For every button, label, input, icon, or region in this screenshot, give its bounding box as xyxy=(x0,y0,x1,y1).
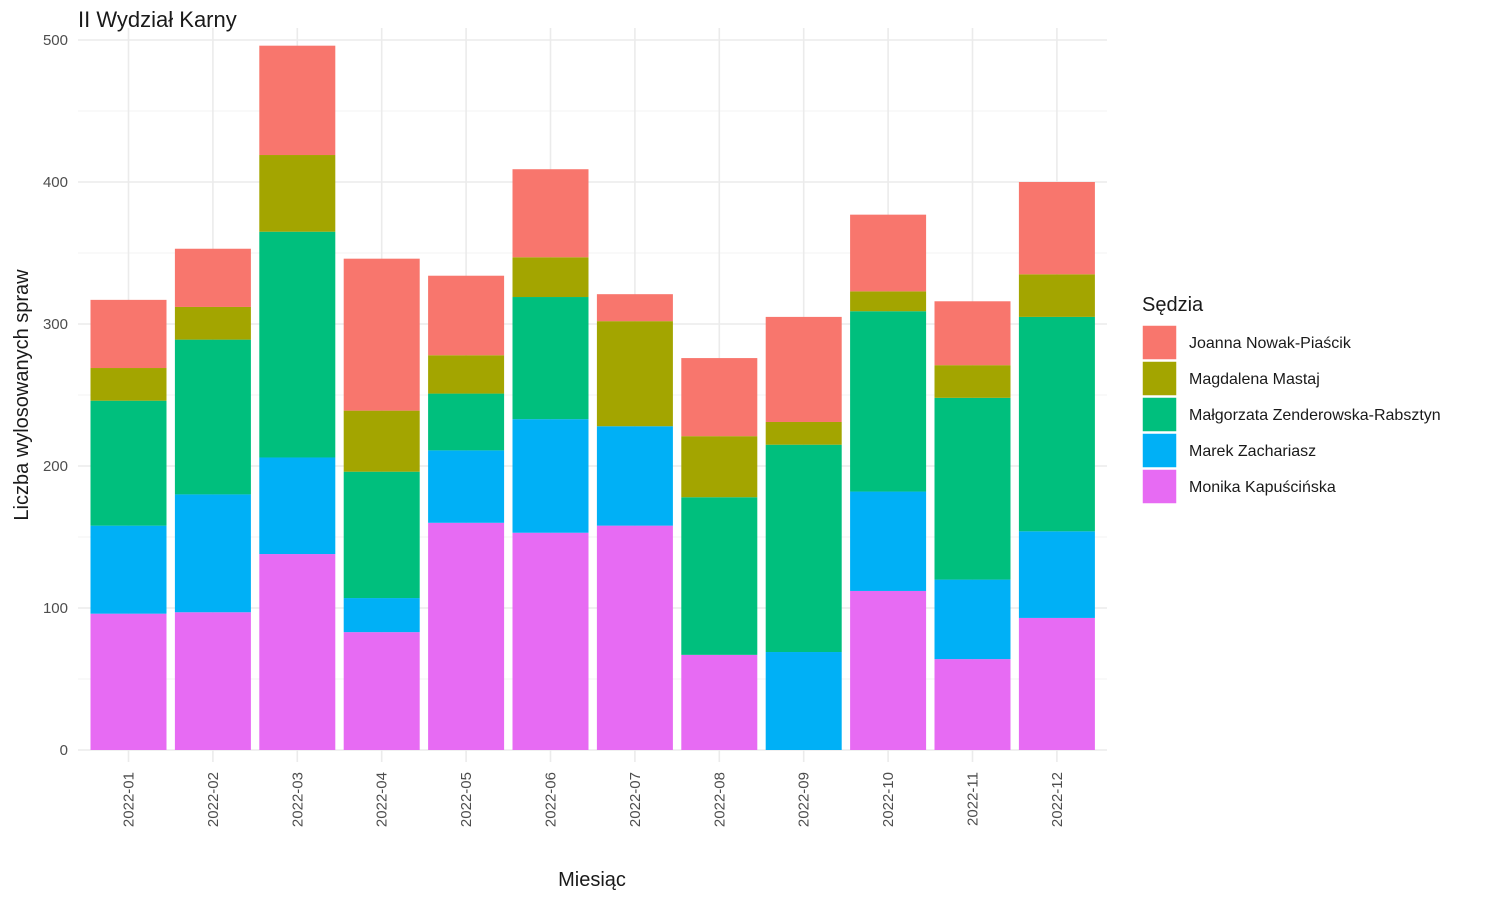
bar-segment xyxy=(850,291,927,312)
y-tick-label: 0 xyxy=(60,742,68,759)
bar-segment xyxy=(1018,182,1095,275)
bar-segment xyxy=(428,393,505,451)
y-tick-label: 400 xyxy=(43,174,68,191)
bar-segment xyxy=(259,554,336,750)
bar-segment xyxy=(174,248,251,307)
y-tick-label: 500 xyxy=(43,32,68,49)
bar-segment xyxy=(765,652,842,750)
bar-segment xyxy=(934,397,1011,580)
legend-key xyxy=(1141,360,1178,397)
legend-key xyxy=(1141,396,1178,433)
x-axis-ticks: 2022-01 2022-02 2022-03 2022-04 2022-05 2022-… xyxy=(121,772,1066,827)
bar-segment xyxy=(343,598,420,633)
y-tick-label: 100 xyxy=(43,600,68,617)
bar-segment xyxy=(850,491,927,591)
legend-label: Magdalena Mastaj xyxy=(1189,371,1320,388)
legend-key xyxy=(1141,324,1178,361)
bar-segment xyxy=(512,297,589,420)
x-tick-label: 2022-01 xyxy=(121,772,138,827)
bar-segment xyxy=(850,214,927,292)
bar-segment xyxy=(596,294,673,322)
bar-segment xyxy=(259,457,336,555)
x-tick-label: 2022-10 xyxy=(880,772,897,827)
bar-segment xyxy=(512,169,589,258)
bar-segment xyxy=(596,525,673,750)
x-tick-label: 2022-07 xyxy=(627,772,644,827)
bar-segment xyxy=(90,299,167,369)
x-tick-label: 2022-05 xyxy=(458,772,475,827)
x-tick-label: 2022-12 xyxy=(1049,772,1066,827)
y-tick-label: 300 xyxy=(43,316,68,333)
x-tick-label: 2022-03 xyxy=(289,772,306,827)
bar-segment xyxy=(681,436,758,498)
bar-segment xyxy=(596,426,673,526)
bar-segment xyxy=(428,275,505,356)
bar-segment xyxy=(343,632,420,750)
chart-title: II Wydział Karny xyxy=(78,7,237,32)
x-tick-label: 2022-08 xyxy=(711,772,728,827)
bar-segment xyxy=(428,522,505,750)
legend-title: Sędzia xyxy=(1142,294,1204,316)
bar-segment xyxy=(934,659,1011,750)
bar-segment xyxy=(1018,316,1095,532)
bar-segment xyxy=(512,419,589,533)
bar-segment xyxy=(934,579,1011,660)
legend-label: Małgorzata Zenderowska-Rabsztyn xyxy=(1189,407,1441,424)
bar-segment xyxy=(681,358,758,437)
bar-segment xyxy=(934,301,1011,366)
bar-segment xyxy=(428,450,505,523)
bar-segment xyxy=(428,355,505,394)
bar-segment xyxy=(90,368,167,401)
bar-segment xyxy=(850,311,927,492)
legend-label: Joanna Nowak-Piaścik xyxy=(1189,335,1352,352)
bar-segment xyxy=(90,400,167,526)
bar-segment xyxy=(681,654,758,750)
bar-segment xyxy=(596,321,673,427)
bar-segment xyxy=(174,306,251,340)
bar-segment xyxy=(681,497,758,655)
x-tick-label: 2022-02 xyxy=(205,772,222,827)
y-tick-label: 200 xyxy=(43,458,68,475)
bar-segment xyxy=(765,316,842,422)
bar-segment xyxy=(343,410,420,472)
bar-segment xyxy=(174,494,251,613)
bar-segment xyxy=(765,444,842,653)
bar-segment xyxy=(1018,274,1095,317)
x-tick-label: 2022-11 xyxy=(965,772,982,826)
bar-segment xyxy=(343,471,420,599)
legend-label: Monika Kapuścińska xyxy=(1189,479,1336,496)
bar-segment xyxy=(850,590,927,750)
x-tick-label: 2022-06 xyxy=(543,772,560,827)
bar-segment xyxy=(512,532,589,750)
bar-segment xyxy=(174,612,251,750)
bar-segment xyxy=(343,258,420,411)
bar-segment xyxy=(90,613,167,750)
bar-segment xyxy=(1018,531,1095,618)
y-axis-title: Liczba wylosowanych spraw xyxy=(11,269,33,521)
bar-segment xyxy=(259,45,336,156)
legend-label: Marek Zachariasz xyxy=(1189,443,1316,460)
x-tick-label: 2022-04 xyxy=(374,772,391,827)
bar-segment xyxy=(512,257,589,298)
bars xyxy=(90,45,1095,750)
legend-key xyxy=(1141,468,1178,505)
legend-key xyxy=(1141,432,1178,469)
bar-segment xyxy=(174,339,251,495)
x-axis-title: Miesiąc xyxy=(558,869,626,891)
bar-segment xyxy=(90,525,167,614)
bar-segment xyxy=(1018,617,1095,750)
bar-segment xyxy=(259,231,336,458)
x-tick-label: 2022-09 xyxy=(796,772,813,827)
y-axis-ticks: 0 100 200 300 400 500 xyxy=(43,32,68,759)
bar-segment xyxy=(765,421,842,445)
bar-segment xyxy=(934,365,1011,398)
bar-segment xyxy=(259,155,336,232)
legend: Sędzia Joanna Nowak-Piaścik Magdalena Mas… xyxy=(1141,294,1441,505)
